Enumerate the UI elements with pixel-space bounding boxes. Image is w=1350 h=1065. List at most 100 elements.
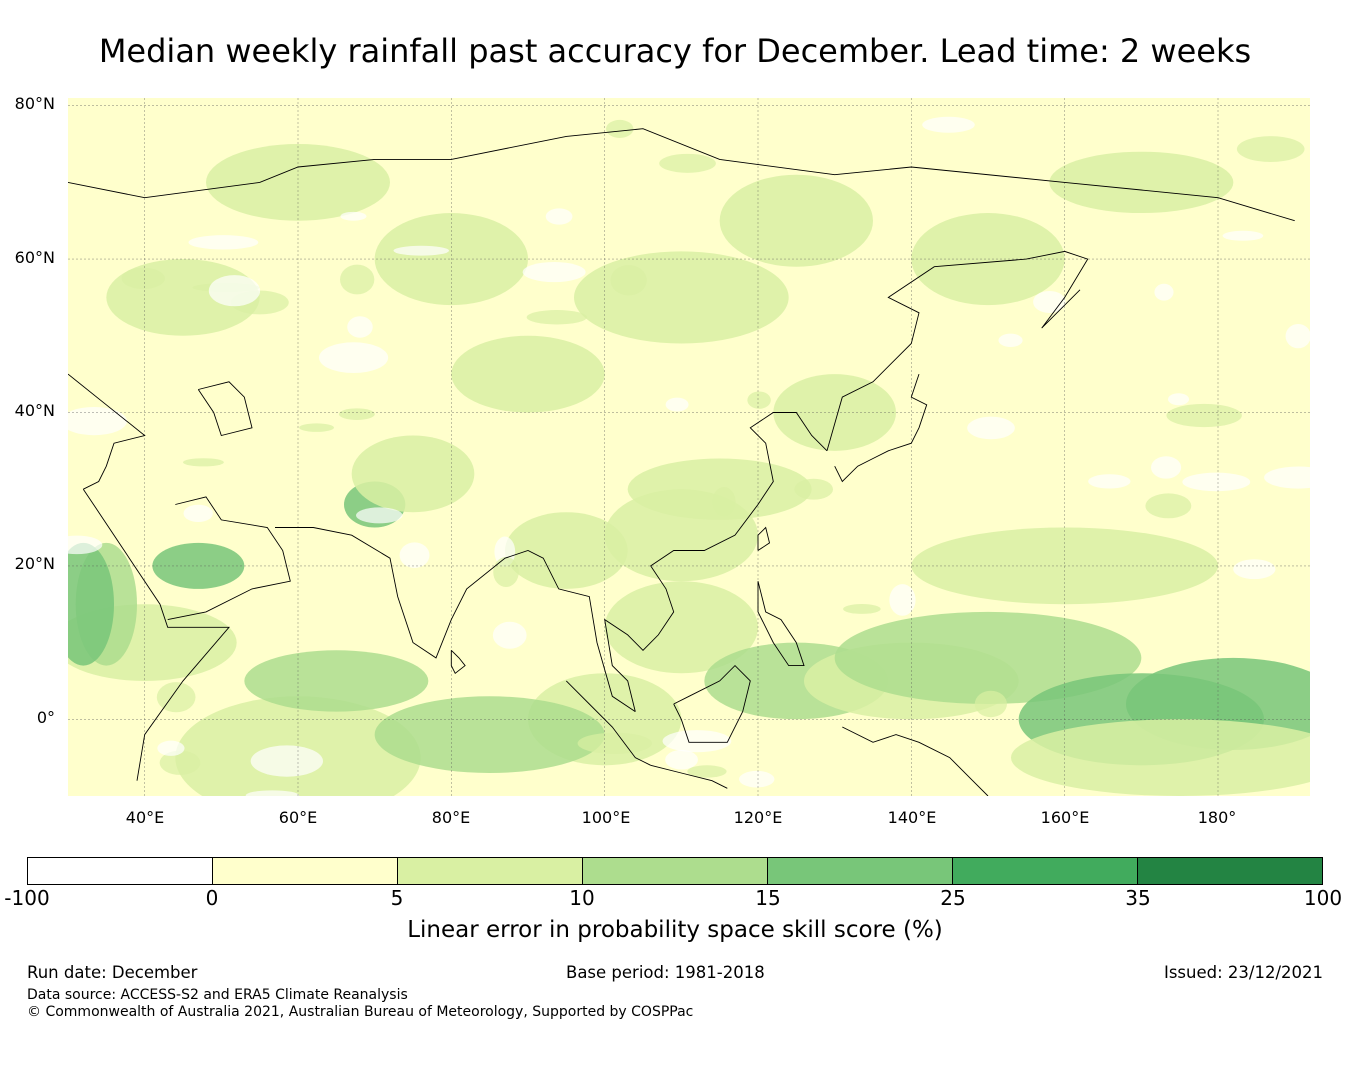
colorbar-tick: 25: [940, 886, 966, 910]
lat-label-0: 0°: [36, 708, 55, 727]
skill-map-svg: [68, 98, 1310, 796]
skill-patch-light: [922, 116, 975, 133]
skill-patch: [773, 374, 897, 451]
skill-patch-light: [393, 245, 449, 256]
colorbar-segment-10-15: [583, 858, 768, 884]
colorbar-segment-15-25: [768, 858, 953, 884]
data-source: Data source: ACCESS-S2 and ERA5 Climate …: [27, 987, 408, 1003]
skill-patch-light: [1222, 230, 1264, 241]
skill-patch: [374, 696, 605, 773]
skill-patch-light: [182, 458, 224, 467]
skill-patch-light: [1151, 456, 1182, 479]
lon-label-180: 180°: [1197, 808, 1237, 827]
coastline: [757, 526, 771, 551]
coastline: [604, 412, 828, 712]
lon-label-80e: 80°E: [431, 808, 471, 827]
skill-patch-light: [188, 235, 259, 250]
skill-patch-light: [1088, 474, 1131, 489]
lat-label-80n: 80°N: [14, 94, 55, 113]
coastline: [565, 680, 651, 766]
skill-patch-light: [687, 765, 727, 778]
skill-patch-light: [526, 310, 587, 325]
skill-patch-light: [610, 265, 647, 296]
skill-patch-light: [659, 153, 716, 173]
page-title: Median weekly rainfall past accuracy for…: [98, 32, 1252, 70]
skill-patch-light: [974, 690, 1007, 718]
skill-patch-light: [318, 342, 389, 374]
colorbar-tick: 100: [1303, 886, 1343, 910]
coastline: [275, 527, 636, 712]
lon-label-120e: 120°E: [733, 808, 783, 827]
coastline: [650, 764, 728, 789]
colorbar-segment-neg100-0: [28, 858, 213, 884]
coastline: [673, 664, 751, 743]
coastline: [82, 488, 230, 781]
coastline: [834, 373, 928, 483]
skill-patch-light: [299, 423, 334, 432]
skill-patch: [505, 512, 628, 589]
skill-patch-light: [747, 391, 771, 409]
lat-label-60n: 60°N: [14, 248, 55, 267]
skill-patch: [574, 251, 789, 344]
lat-label-40n: 40°N: [14, 401, 55, 420]
skill-patch-light: [739, 770, 775, 788]
coastline: [197, 381, 253, 437]
skill-patch-light: [183, 504, 213, 523]
lon-label-60e: 60°E: [278, 808, 318, 827]
skill-patch-light: [889, 584, 916, 616]
skill-map: [68, 98, 1310, 796]
coastline: [826, 250, 1089, 451]
skill-patch-light: [493, 556, 519, 588]
skill-patch-light: [1167, 393, 1190, 406]
coastline: [757, 581, 805, 667]
skill-patch-light: [1145, 493, 1192, 519]
skill-patch-light: [157, 740, 185, 756]
skill-patch-light: [156, 682, 196, 713]
skill-patch: [152, 542, 245, 589]
lon-label-40e: 40°E: [125, 808, 165, 827]
skill-patch: [244, 650, 429, 712]
colorbar-segment-35-100: [1138, 858, 1322, 884]
skill-patch-light: [967, 416, 1015, 440]
skill-patch-light: [665, 397, 689, 412]
skill-patch-light: [1285, 324, 1310, 349]
skill-patch-light: [665, 749, 698, 770]
skill-patch-light: [1166, 403, 1242, 428]
skill-patch-light: [355, 507, 403, 524]
skill-patch: [1011, 719, 1310, 796]
base-period: Base period: 1981-2018: [566, 963, 765, 982]
lon-label-140e: 140°E: [887, 808, 937, 827]
coastline: [68, 128, 1295, 222]
colorbar: [27, 857, 1323, 885]
skill-patch-light: [347, 316, 373, 338]
skill-patch-light: [340, 264, 375, 295]
skill-patch-light: [68, 406, 127, 436]
colorbar-segment-0-5: [213, 858, 398, 884]
skill-patch: [351, 435, 475, 513]
skill-patch-light: [399, 542, 430, 568]
skill-patch: [1049, 151, 1234, 214]
colorbar-segment-25-35: [953, 858, 1138, 884]
skill-patch-light: [250, 745, 324, 777]
skill-patch-light: [712, 486, 736, 517]
skill-patch-light: [492, 621, 527, 649]
skill-patch-light: [1154, 283, 1174, 301]
lon-label-160e: 160°E: [1040, 808, 1090, 827]
skill-patch-light: [159, 750, 201, 775]
skill-patch-light: [68, 535, 103, 555]
colorbar-tick: 15: [755, 886, 781, 910]
skill-patch-light: [606, 119, 634, 138]
skill-patch-light: [843, 604, 881, 614]
coastline: [842, 726, 989, 796]
colorbar-segment-5-10: [398, 858, 583, 884]
skill-patch-light: [1236, 136, 1305, 163]
skill-patch-light: [1264, 466, 1310, 489]
colorbar-tick: -100: [4, 886, 50, 910]
coastline: [450, 649, 466, 674]
skill-patch-light: [662, 730, 732, 753]
issued-date: Issued: 23/12/2021: [1163, 963, 1323, 982]
colorbar-tick: 35: [1125, 886, 1151, 910]
skill-patch-light: [245, 790, 300, 796]
colorbar-tick: 5: [390, 886, 404, 910]
skill-patch: [68, 542, 114, 666]
